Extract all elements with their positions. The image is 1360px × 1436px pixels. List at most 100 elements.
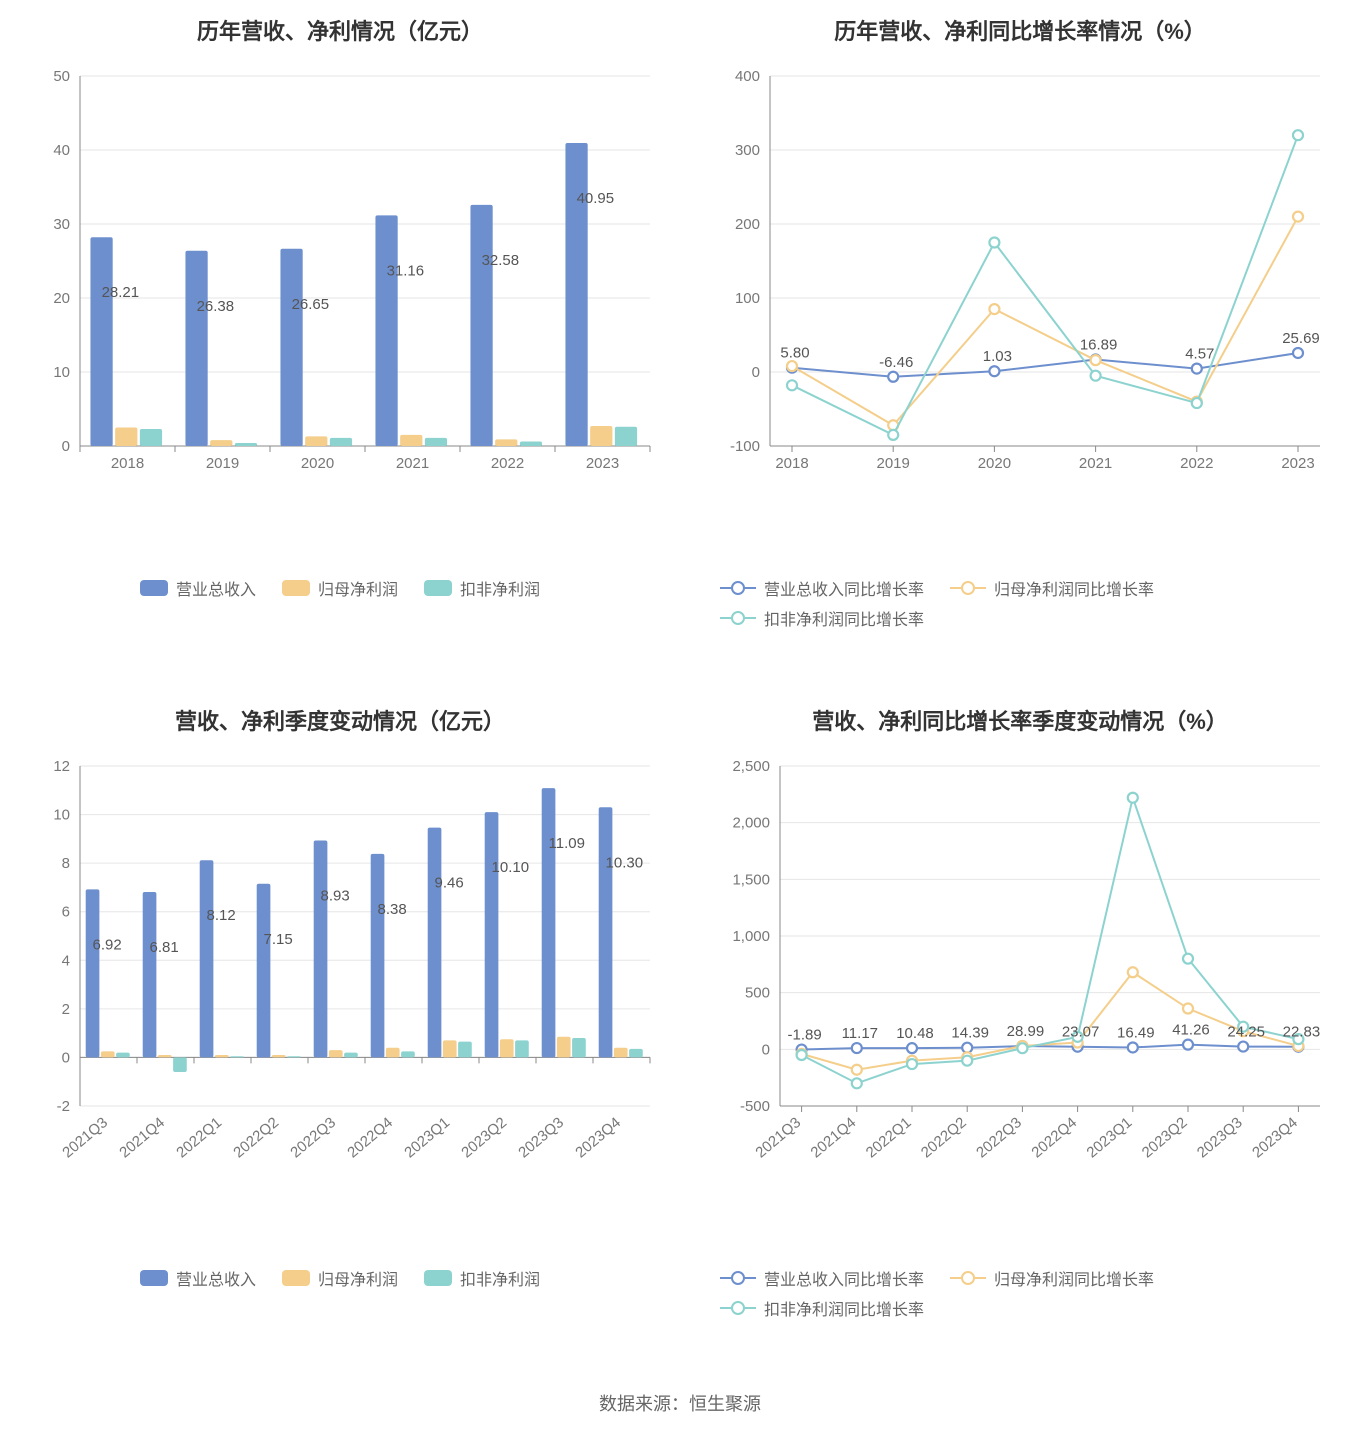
svg-text:5.80: 5.80 <box>780 345 809 362</box>
svg-text:0: 0 <box>62 438 70 455</box>
svg-text:1,500: 1,500 <box>732 871 770 888</box>
svg-text:8.12: 8.12 <box>207 907 236 924</box>
legend-swatch <box>282 580 310 596</box>
legend-label: 归母净利润 <box>318 576 398 600</box>
svg-text:10.10: 10.10 <box>492 859 530 876</box>
svg-text:32.58: 32.58 <box>482 252 520 269</box>
svg-text:23.07: 23.07 <box>1062 1024 1100 1041</box>
chart-plot: -20246810122021Q32021Q42022Q12022Q22022Q… <box>20 746 660 1246</box>
svg-text:2021Q3: 2021Q3 <box>59 1114 111 1161</box>
svg-text:2023: 2023 <box>586 455 619 472</box>
svg-text:2022Q2: 2022Q2 <box>918 1114 970 1161</box>
chart-title: 营收、净利同比增长率季度变动情况（%） <box>690 704 1350 736</box>
svg-text:10.48: 10.48 <box>896 1025 934 1042</box>
svg-text:4.57: 4.57 <box>1185 346 1214 363</box>
svg-text:24.25: 24.25 <box>1227 1024 1265 1041</box>
svg-text:10: 10 <box>53 807 70 824</box>
svg-text:2023Q2: 2023Q2 <box>1139 1114 1191 1161</box>
legend-item: 扣非净利润 <box>424 1266 540 1290</box>
svg-text:30: 30 <box>53 216 70 233</box>
svg-text:10.30: 10.30 <box>606 854 644 871</box>
svg-text:2018: 2018 <box>775 455 808 472</box>
svg-text:2021Q4: 2021Q4 <box>116 1114 168 1161</box>
legend-item: 归母净利润 <box>282 1266 398 1290</box>
chart-grid: 历年营收、净利情况（亿元） 01020304050201820192020202… <box>0 0 1360 1380</box>
legend-label: 营业总收入同比增长率 <box>764 576 924 600</box>
svg-text:200: 200 <box>735 216 760 233</box>
svg-text:20: 20 <box>53 290 70 307</box>
svg-text:41.26: 41.26 <box>1172 1022 1210 1039</box>
svg-text:2020: 2020 <box>978 455 1011 472</box>
chart-title: 营收、净利季度变动情况（亿元） <box>10 704 670 736</box>
svg-text:8: 8 <box>62 855 70 872</box>
svg-text:2021Q3: 2021Q3 <box>752 1114 804 1161</box>
svg-text:2018: 2018 <box>111 455 144 472</box>
svg-text:2021: 2021 <box>1079 455 1112 472</box>
svg-text:8.93: 8.93 <box>321 888 350 905</box>
svg-text:16.49: 16.49 <box>1117 1024 1155 1041</box>
svg-text:0: 0 <box>762 1041 770 1058</box>
legend-label: 扣非净利润 <box>460 576 540 600</box>
panel-annual-line: 历年营收、净利同比增长率情况（%） -100010020030040020182… <box>680 0 1360 690</box>
legend-item: 扣非净利润同比增长率 <box>720 606 924 630</box>
svg-text:2022Q3: 2022Q3 <box>973 1114 1025 1161</box>
svg-text:2022: 2022 <box>491 455 524 472</box>
chart-legend: 营业总收入同比增长率 归母净利润同比增长率扣非净利润同比增长率 <box>690 576 1350 630</box>
svg-text:2023Q1: 2023Q1 <box>401 1114 453 1161</box>
svg-text:0: 0 <box>62 1049 70 1066</box>
svg-text:6.92: 6.92 <box>93 936 122 953</box>
svg-text:2022Q4: 2022Q4 <box>344 1114 396 1161</box>
legend-label: 营业总收入 <box>176 1266 256 1290</box>
svg-text:50: 50 <box>53 68 70 85</box>
svg-text:40.95: 40.95 <box>577 190 615 207</box>
svg-text:7.15: 7.15 <box>264 931 293 948</box>
legend-swatch <box>424 580 452 596</box>
svg-text:26.38: 26.38 <box>197 298 235 315</box>
svg-text:14.39: 14.39 <box>951 1025 989 1042</box>
svg-text:2023Q4: 2023Q4 <box>572 1114 624 1161</box>
chart-legend: 营业总收入同比增长率归母净利润同比增长率扣非净利润同比增长率 <box>690 1266 1350 1320</box>
legend-swatch <box>424 1270 452 1286</box>
legend-item: 扣非净利润 <box>424 576 540 600</box>
legend-swatch <box>140 1270 168 1286</box>
legend-label: 归母净利润 <box>318 1266 398 1290</box>
svg-text:1.03: 1.03 <box>983 348 1012 365</box>
svg-text:11.09: 11.09 <box>549 835 585 852</box>
chart-legend: 营业总收入 归母净利润 扣非净利润 <box>10 576 670 600</box>
chart-plot: -100010020030040020182019202020212022202… <box>700 56 1340 556</box>
legend-item: 营业总收入 <box>140 576 256 600</box>
svg-text:400: 400 <box>735 68 760 85</box>
legend-item: 归母净利润 <box>282 576 398 600</box>
svg-text:2023Q3: 2023Q3 <box>1194 1114 1246 1161</box>
svg-text:1,000: 1,000 <box>732 928 770 945</box>
svg-text:2022: 2022 <box>1180 455 1213 472</box>
legend-label: 归母净利润同比增长率 <box>994 576 1154 600</box>
svg-text:6.81: 6.81 <box>150 939 179 956</box>
panel-quarterly-line: 营收、净利同比增长率季度变动情况（%） -50005001,0001,5002,… <box>680 690 1360 1380</box>
svg-text:26.65: 26.65 <box>292 296 330 313</box>
svg-text:2019: 2019 <box>206 455 239 472</box>
chart-plot: -50005001,0001,5002,0002,5002021Q32021Q4… <box>700 746 1340 1246</box>
legend-item: 归母净利润同比增长率 <box>950 1266 1154 1290</box>
svg-text:2022Q2: 2022Q2 <box>230 1114 282 1161</box>
svg-text:6: 6 <box>62 904 70 921</box>
svg-text:2021: 2021 <box>396 455 429 472</box>
svg-text:16.89: 16.89 <box>1080 337 1118 354</box>
svg-text:2022Q1: 2022Q1 <box>173 1114 225 1161</box>
svg-text:2,500: 2,500 <box>732 758 770 775</box>
svg-text:-1.89: -1.89 <box>787 1027 821 1044</box>
svg-text:2023Q3: 2023Q3 <box>515 1114 567 1161</box>
svg-text:10: 10 <box>53 364 70 381</box>
svg-text:31.16: 31.16 <box>387 262 425 279</box>
svg-text:300: 300 <box>735 142 760 159</box>
svg-text:2023Q1: 2023Q1 <box>1084 1114 1136 1161</box>
svg-text:500: 500 <box>745 985 770 1002</box>
legend-item: 扣非净利润同比增长率 <box>720 1296 924 1320</box>
legend-label: 归母净利润同比增长率 <box>994 1266 1154 1290</box>
legend-item: 营业总收入 <box>140 1266 256 1290</box>
svg-text:-2: -2 <box>57 1098 70 1115</box>
svg-text:11.17: 11.17 <box>842 1025 878 1042</box>
chart-legend: 营业总收入 归母净利润 扣非净利润 <box>10 1266 670 1290</box>
svg-text:2019: 2019 <box>877 455 910 472</box>
svg-text:4: 4 <box>62 952 70 969</box>
